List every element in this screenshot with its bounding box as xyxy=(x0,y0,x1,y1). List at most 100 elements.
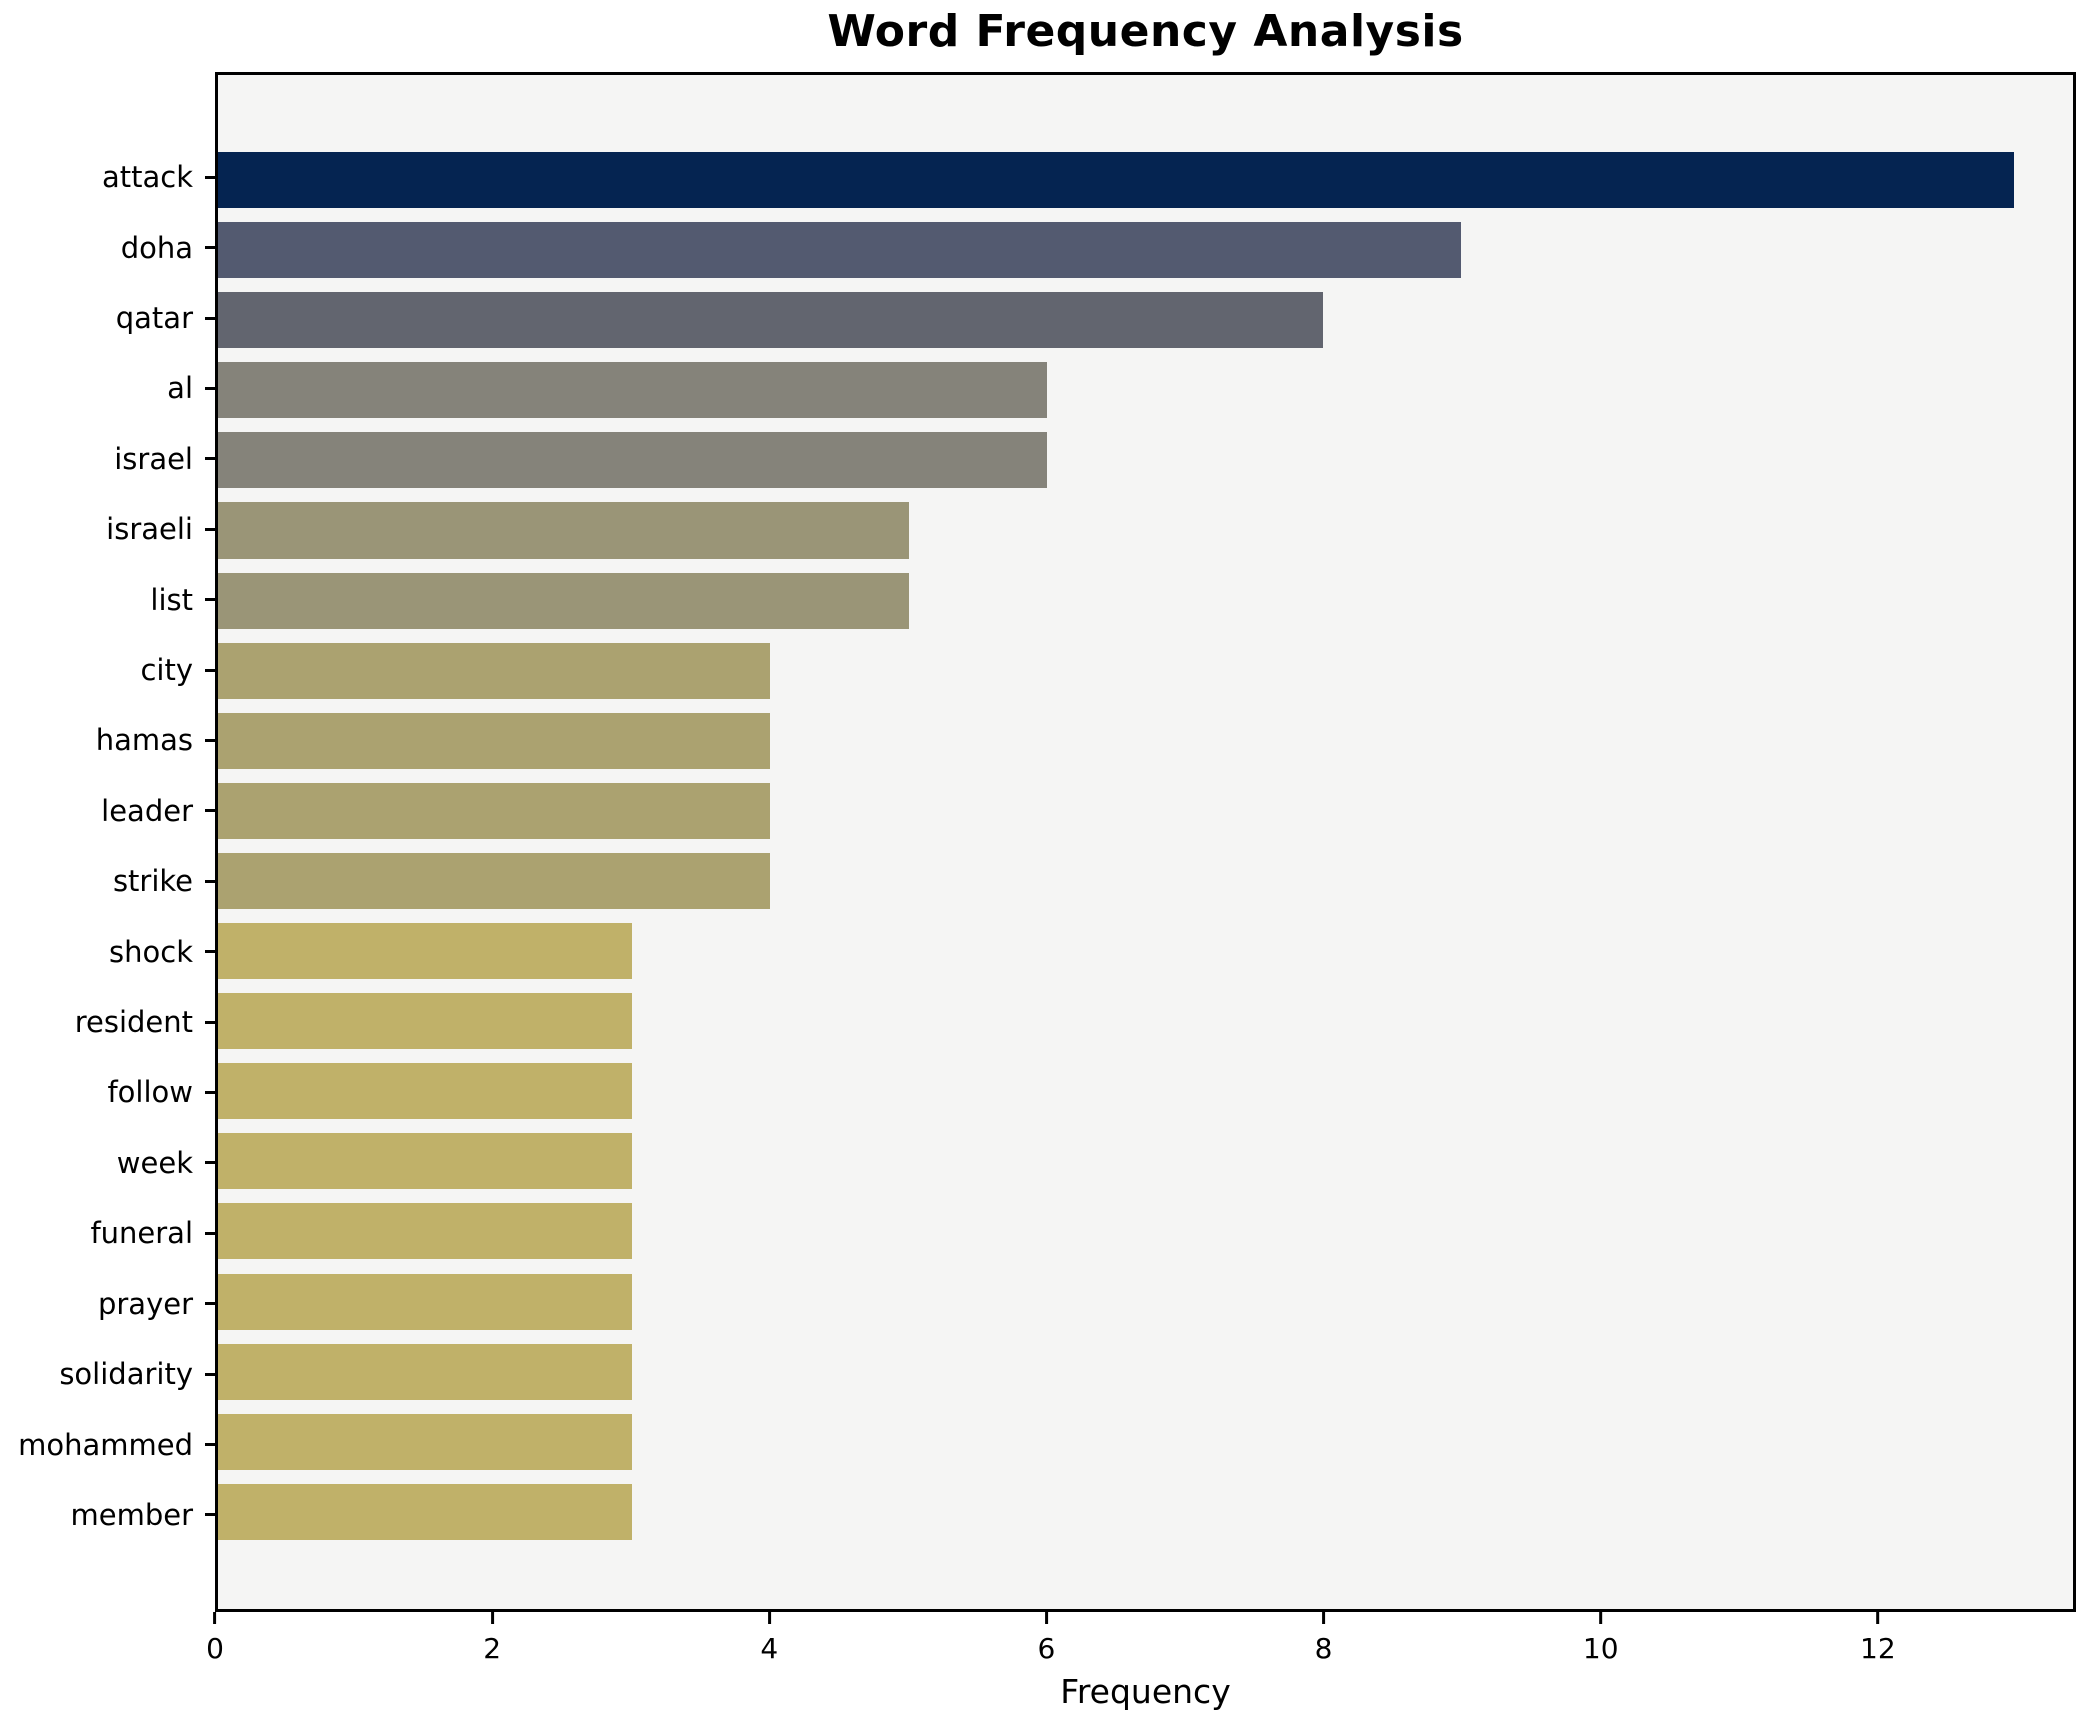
bar-row xyxy=(218,706,2073,776)
bar-row xyxy=(218,1126,2073,1196)
plot-area xyxy=(215,72,2076,1612)
y-tick-row: week xyxy=(0,1128,215,1198)
bar-mohammed xyxy=(218,1413,633,1470)
bar-row xyxy=(218,1056,2073,1126)
y-tick-mark xyxy=(205,246,215,250)
x-tick-label: 6 xyxy=(1037,1632,1056,1665)
x-tick-label: 8 xyxy=(1314,1632,1333,1665)
y-tick-label: strike xyxy=(112,864,193,899)
bar-row xyxy=(218,355,2073,425)
y-tick-mark xyxy=(205,879,215,883)
x-axis-title: Frequency xyxy=(1060,1672,1231,1711)
bar-row xyxy=(218,916,2073,986)
y-tick-label: israeli xyxy=(106,512,193,547)
y-tick-label: mohammed xyxy=(18,1427,193,1462)
y-tick-mark xyxy=(205,386,215,390)
y-tick-row: funeral xyxy=(0,1198,215,1268)
y-tick-mark xyxy=(205,457,215,461)
y-tick-row: israeli xyxy=(0,494,215,564)
x-tick-mark xyxy=(213,1612,217,1624)
bar-week xyxy=(218,1133,633,1190)
y-tick-row: resident xyxy=(0,987,215,1057)
bar-row xyxy=(218,1477,2073,1547)
bar-row xyxy=(218,776,2073,846)
x-tick-mark xyxy=(490,1612,494,1624)
x-tick: 8 xyxy=(1314,1612,1333,1665)
x-tick: 12 xyxy=(1860,1612,1896,1665)
bar-list xyxy=(218,572,909,629)
bar-al xyxy=(218,362,1047,419)
y-tick-label: al xyxy=(167,371,193,406)
y-tick-row: mohammed xyxy=(0,1409,215,1479)
y-tick-row: member xyxy=(0,1480,215,1550)
x-tick-label: 2 xyxy=(483,1632,502,1665)
y-tick-row: follow xyxy=(0,1057,215,1127)
y-tick-mark xyxy=(205,175,215,179)
y-tick-row: qatar xyxy=(0,283,215,353)
bar-row xyxy=(218,215,2073,285)
bar-row xyxy=(218,285,2073,355)
y-tick-mark xyxy=(205,1161,215,1165)
y-tick-label: qatar xyxy=(115,301,193,336)
y-tick-label: funeral xyxy=(90,1216,193,1251)
x-tick-mark xyxy=(1599,1612,1603,1624)
x-tick-label: 10 xyxy=(1582,1632,1619,1665)
y-tick-row: prayer xyxy=(0,1269,215,1339)
bar-funeral xyxy=(218,1203,633,1260)
y-tick-mark xyxy=(205,1231,215,1235)
bar-israeli xyxy=(218,502,909,559)
y-tick-label: attack xyxy=(101,160,193,195)
y-tick-mark xyxy=(205,809,215,813)
bar-attack xyxy=(218,152,2014,209)
y-tick-mark xyxy=(205,598,215,602)
y-tick-label: solidarity xyxy=(59,1357,193,1392)
x-tick: 6 xyxy=(1037,1612,1056,1665)
y-tick-label: hamas xyxy=(95,723,193,758)
x-tick: 10 xyxy=(1583,1612,1619,1665)
x-tick: 2 xyxy=(483,1612,501,1665)
x-axis: 0 2 4 6 8 10 12 xyxy=(206,1612,2076,1672)
bar-israel xyxy=(218,432,1047,489)
x-tick-label: 0 xyxy=(206,1632,224,1665)
y-tick-mark xyxy=(205,1372,215,1376)
y-axis: attack doha qatar al israel israeli list… xyxy=(0,72,215,1612)
y-tick-row: list xyxy=(0,564,215,634)
y-tick-label: member xyxy=(70,1497,193,1532)
x-tick-label: 12 xyxy=(1860,1632,1896,1665)
y-tick-row: attack xyxy=(0,142,215,212)
y-tick-label: resident xyxy=(74,1005,193,1040)
y-tick-mark xyxy=(205,1020,215,1024)
bar-row xyxy=(218,1337,2073,1407)
y-tick-label: city xyxy=(140,653,193,688)
y-tick-label: doha xyxy=(120,230,193,265)
y-tick-mark xyxy=(205,1513,215,1517)
bar-row xyxy=(218,846,2073,916)
bar-row xyxy=(218,145,2073,215)
y-tick-row: strike xyxy=(0,846,215,916)
y-tick-label: follow xyxy=(107,1075,193,1110)
y-tick-row: israel xyxy=(0,424,215,494)
y-tick-row: shock xyxy=(0,916,215,986)
bar-row xyxy=(218,495,2073,565)
y-tick-mark xyxy=(205,1090,215,1094)
bar-row xyxy=(218,1267,2073,1337)
bar-solidarity xyxy=(218,1343,633,1400)
bar-qatar xyxy=(218,292,1323,349)
bar-row xyxy=(218,986,2073,1056)
bar-city xyxy=(218,642,771,699)
y-tick-label: week xyxy=(116,1145,193,1180)
y-tick-mark xyxy=(205,738,215,742)
bar-shock xyxy=(218,923,633,980)
bar-hamas xyxy=(218,712,771,769)
y-tick-row: city xyxy=(0,635,215,705)
bar-strike xyxy=(218,852,771,910)
bar-row xyxy=(218,425,2073,495)
y-tick-label: shock xyxy=(109,934,193,969)
bar-follow xyxy=(218,1063,633,1120)
y-tick-row: doha xyxy=(0,212,215,282)
bar-resident xyxy=(218,993,633,1050)
y-tick-mark xyxy=(205,527,215,531)
x-tick-mark xyxy=(767,1612,771,1624)
bar-prayer xyxy=(218,1273,633,1330)
